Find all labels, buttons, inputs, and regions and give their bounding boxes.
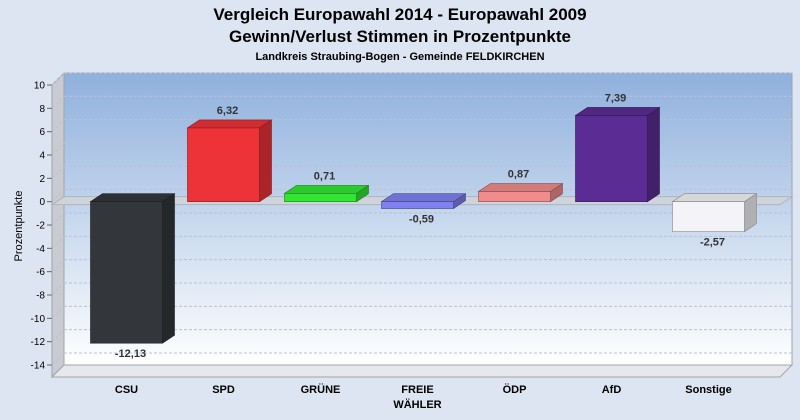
gridline-diag — [51, 259, 65, 273]
chart-subtitle: Gewinn/Verlust Stimmen in Prozentpunkte — [229, 27, 571, 46]
gridline-diag — [51, 119, 65, 133]
y-tick-label: 10 — [34, 81, 46, 92]
gridline-diag — [51, 165, 65, 179]
bar-front — [187, 127, 260, 202]
y-tick-label: -10 — [31, 314, 46, 325]
y-tick-label: 8 — [39, 104, 45, 115]
bar-side — [647, 106, 660, 203]
gridline-diag — [51, 212, 65, 226]
bar-1: 6,32 — [186, 105, 273, 203]
x-tick-label: Sonstige — [685, 384, 731, 396]
y-tick-label: 4 — [39, 151, 45, 162]
gridline-diag — [51, 95, 65, 109]
data-label: 6,32 — [217, 105, 238, 117]
y-tick-label: 2 — [39, 174, 45, 185]
gridline-diag — [51, 305, 65, 319]
bar-side — [259, 119, 272, 203]
x-tick-label-line2: WÄHLER — [393, 398, 441, 411]
gridline-diag — [51, 142, 65, 156]
bar-5: 7,39 — [574, 92, 661, 203]
y-tick-label: -4 — [36, 244, 45, 255]
x-tick-label: ÖDP — [503, 383, 527, 396]
x-tick-label: CSU — [115, 384, 138, 396]
data-label: -0,59 — [409, 214, 434, 226]
bar-top — [186, 119, 273, 129]
gridline-diag — [51, 282, 65, 296]
bar-top — [671, 193, 758, 202]
bar-top — [477, 183, 564, 192]
bar-top — [574, 107, 661, 116]
bar-0: -12,13 — [89, 193, 176, 360]
y-tick-label: -12 — [31, 337, 46, 348]
bar-front — [575, 115, 648, 202]
bar-6: -2,57 — [671, 193, 758, 249]
plot-back-wall — [63, 72, 793, 366]
bar-side — [162, 193, 175, 344]
bar-front — [672, 201, 745, 232]
y-tick-label: 0 — [39, 197, 45, 208]
bar-top — [283, 185, 370, 194]
plot-floor — [50, 364, 794, 378]
bar-front — [284, 193, 357, 202]
bar-3: -0,59 — [380, 193, 467, 226]
gridline-diag — [51, 189, 65, 203]
chart-caption: Landkreis Straubing-Bogen - Gemeinde FEL… — [255, 51, 544, 63]
bars: -12,13 6,32 0,71 -0,59 0,87 7,39 -2,57 — [89, 92, 758, 360]
gridline-diag — [51, 72, 65, 86]
plot-area — [50, 71, 794, 379]
category-labels: CSU SPD GRÜNE FREIE WÄHLER ÖDP AfD Sonstige — [115, 383, 732, 411]
data-label: 0,87 — [508, 169, 529, 181]
x-tick-label: FREIE — [401, 384, 433, 396]
gridline-diag — [51, 352, 65, 366]
gridline-diag — [51, 329, 65, 343]
plot-left-wall — [51, 71, 65, 379]
bar-front — [381, 201, 454, 209]
chart-title: Vergleich Europawahl 2014 - Europawahl 2… — [213, 5, 586, 24]
bar-front — [478, 191, 551, 202]
y-tick-label: -14 — [31, 361, 46, 372]
y-tick-label: -8 — [36, 291, 45, 302]
x-tick-label: SPD — [212, 384, 235, 396]
bar-top — [380, 193, 467, 202]
bar-4: 0,87 — [477, 169, 564, 203]
bar-top — [89, 193, 176, 202]
bar-2: 0,71 — [283, 170, 370, 203]
y-axis-ticks: 10 8 6 4 2 0 -2 -4 -6 -8 -10 -12 -14 — [31, 81, 52, 372]
bar-front — [90, 201, 163, 344]
x-tick-label: AfD — [602, 384, 622, 396]
y-tick-label: -2 — [36, 221, 45, 232]
y-tick-label: -6 — [36, 267, 45, 278]
y-tick-label: 6 — [39, 127, 45, 138]
data-label: -12,13 — [115, 348, 146, 360]
gridlines — [51, 72, 792, 366]
data-label: -2,57 — [700, 237, 725, 249]
gridline-diag — [51, 235, 65, 249]
x-tick-label: GRÜNE — [301, 383, 341, 396]
y-axis-label: Prozentpunkte — [13, 191, 25, 262]
data-label: 0,71 — [314, 170, 335, 182]
data-label: 7,39 — [605, 92, 626, 104]
